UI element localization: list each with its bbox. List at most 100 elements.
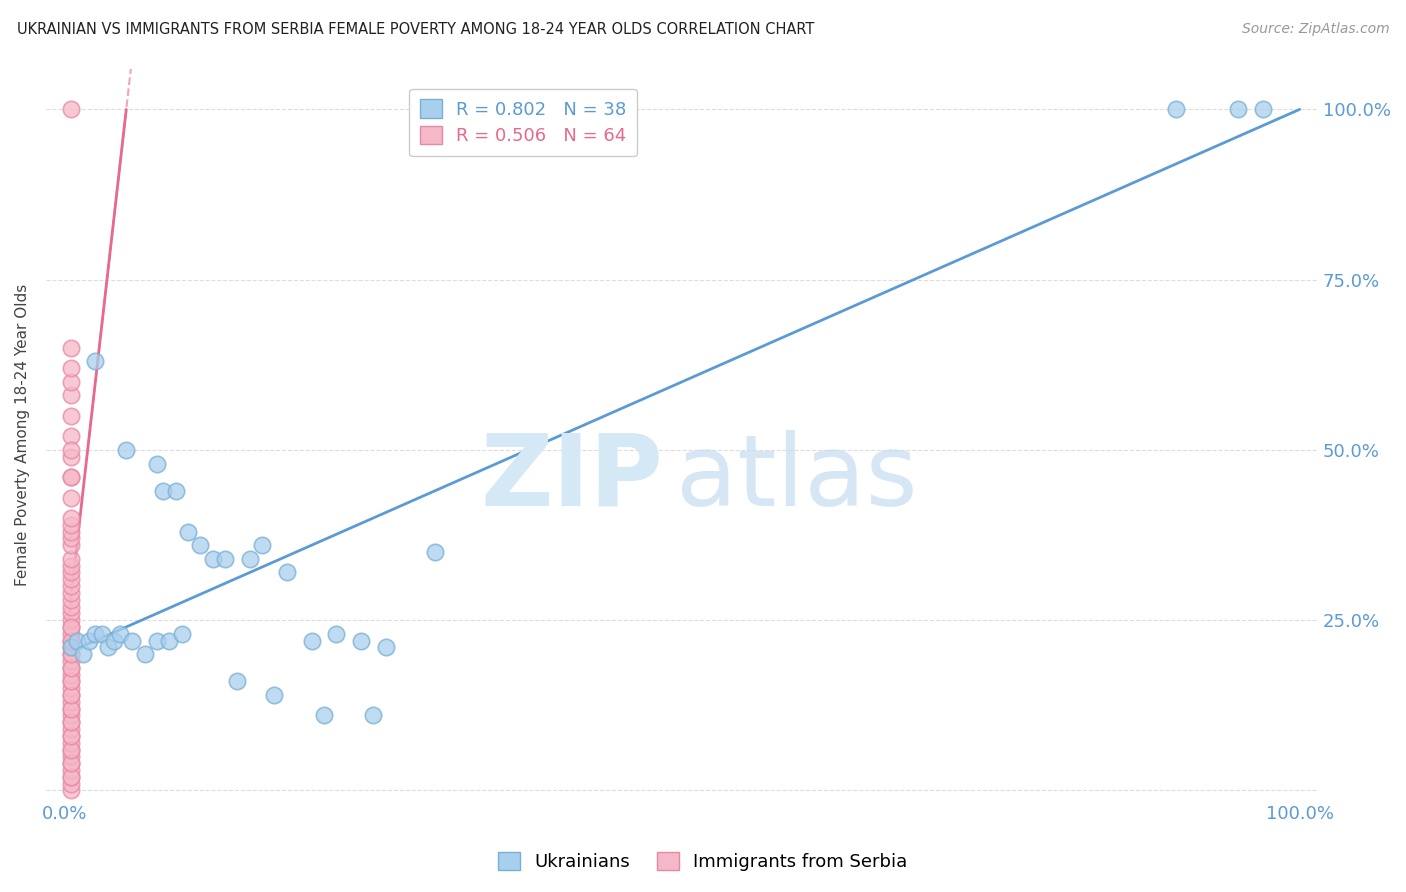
Point [350, 633, 373, 648]
Point [59, 756, 82, 771]
Point [59, 579, 82, 593]
Point [59, 491, 82, 505]
Point [170, 627, 193, 641]
Point [59, 517, 82, 532]
Legend: R = 0.802   N = 38, R = 0.506   N = 64: R = 0.802 N = 38, R = 0.506 N = 64 [409, 88, 637, 156]
Point [59, 572, 82, 586]
Point [1164, 103, 1187, 117]
Point [276, 566, 298, 580]
Point [59, 586, 82, 600]
Point [250, 538, 273, 552]
Point [423, 545, 446, 559]
Point [66, 633, 89, 648]
Point [177, 524, 200, 539]
Point [190, 538, 212, 552]
Point [59, 470, 82, 484]
Point [159, 633, 181, 648]
Point [59, 103, 82, 117]
Point [59, 524, 82, 539]
Point [59, 627, 82, 641]
Point [59, 661, 82, 675]
Point [108, 627, 131, 641]
Point [59, 511, 82, 525]
Point [59, 409, 82, 423]
Point [59, 470, 82, 484]
Point [59, 695, 82, 709]
Point [59, 341, 82, 355]
Point [59, 770, 82, 784]
Point [374, 640, 396, 655]
Point [59, 770, 82, 784]
Point [59, 566, 82, 580]
Point [59, 667, 82, 681]
Point [59, 592, 82, 607]
Text: ZIP: ZIP [479, 430, 664, 527]
Point [1226, 103, 1249, 117]
Point [59, 532, 82, 546]
Point [97, 640, 120, 655]
Point [325, 627, 347, 641]
Point [59, 654, 82, 668]
Text: atlas: atlas [676, 430, 917, 527]
Point [59, 647, 82, 661]
Point [59, 388, 82, 402]
Point [361, 708, 384, 723]
Point [239, 552, 262, 566]
Point [59, 701, 82, 715]
Y-axis label: Female Poverty Among 18-24 Year Olds: Female Poverty Among 18-24 Year Olds [15, 284, 30, 586]
Point [59, 647, 82, 661]
Point [263, 688, 285, 702]
Point [59, 599, 82, 614]
Point [59, 688, 82, 702]
Point [59, 776, 82, 790]
Point [59, 763, 82, 777]
Point [312, 708, 335, 723]
Point [1251, 103, 1274, 117]
Point [77, 633, 100, 648]
Point [84, 627, 107, 641]
Point [201, 552, 224, 566]
Point [59, 783, 82, 797]
Point [165, 483, 187, 498]
Point [59, 742, 82, 756]
Point [59, 620, 82, 634]
Point [59, 552, 82, 566]
Point [59, 450, 82, 464]
Point [59, 640, 82, 655]
Point [59, 633, 82, 648]
Point [59, 701, 82, 715]
Point [59, 607, 82, 621]
Point [59, 558, 82, 573]
Point [59, 633, 82, 648]
Point [72, 647, 94, 661]
Point [134, 647, 156, 661]
Point [103, 633, 125, 648]
Point [121, 633, 143, 648]
Point [59, 661, 82, 675]
Point [59, 640, 82, 655]
Point [146, 633, 169, 648]
Point [59, 688, 82, 702]
Point [84, 354, 107, 368]
Point [115, 442, 138, 457]
Point [59, 538, 82, 552]
Point [146, 457, 169, 471]
Point [59, 756, 82, 771]
Point [59, 613, 82, 627]
Point [59, 429, 82, 443]
Point [90, 627, 112, 641]
Point [59, 674, 82, 689]
Point [301, 633, 323, 648]
Point [214, 552, 236, 566]
Text: UKRAINIAN VS IMMIGRANTS FROM SERBIA FEMALE POVERTY AMONG 18-24 YEAR OLDS CORRELA: UKRAINIAN VS IMMIGRANTS FROM SERBIA FEMA… [17, 22, 814, 37]
Point [59, 742, 82, 756]
Point [59, 749, 82, 764]
Point [59, 715, 82, 730]
Point [59, 729, 82, 743]
Point [59, 674, 82, 689]
Point [59, 681, 82, 696]
Text: Source: ZipAtlas.com: Source: ZipAtlas.com [1241, 22, 1389, 37]
Point [59, 736, 82, 750]
Point [59, 729, 82, 743]
Legend: Ukrainians, Immigrants from Serbia: Ukrainians, Immigrants from Serbia [491, 845, 915, 879]
